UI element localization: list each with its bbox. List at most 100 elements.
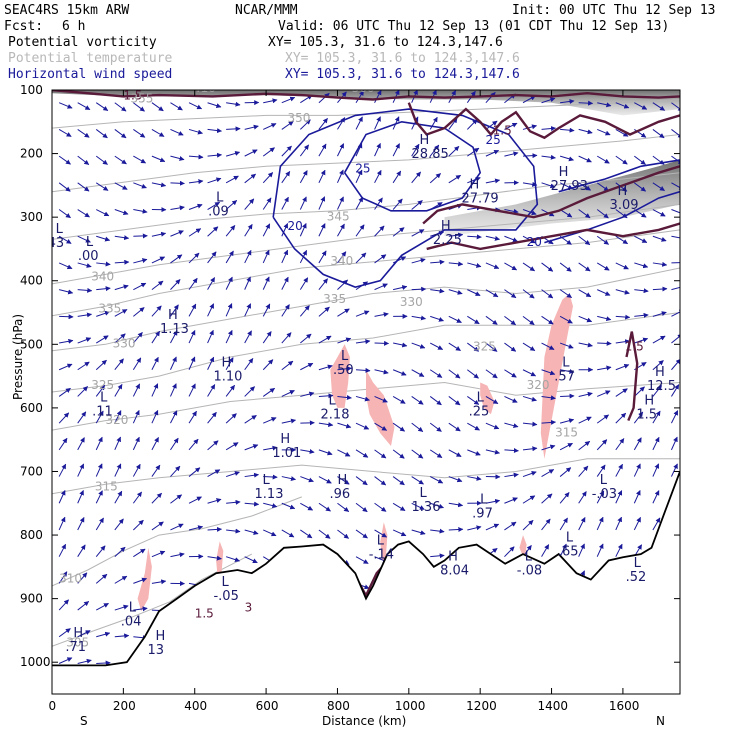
wind-arrow	[392, 143, 400, 157]
wind-arrow	[226, 528, 241, 534]
wind-arrow	[263, 474, 278, 480]
wind-arrow	[96, 602, 109, 611]
wind-arrow	[355, 395, 370, 402]
extremum-value: 1.36	[412, 500, 441, 515]
wind-arrow	[448, 117, 458, 130]
wind-arrow	[355, 252, 367, 264]
wind-arrow	[225, 556, 240, 562]
pv-contour-0	[52, 90, 680, 101]
wind-arrow	[559, 517, 568, 531]
contour-label: 20	[288, 219, 303, 233]
wind-arrow	[670, 463, 678, 477]
wind-arrow	[541, 315, 554, 325]
wind-arrow	[374, 422, 388, 431]
extremum-value: 27.93	[551, 179, 588, 194]
wind-arrow	[522, 289, 535, 299]
wind-arrow	[96, 209, 110, 217]
wind-arrow	[615, 289, 630, 295]
wind-arrow	[114, 235, 130, 241]
contour-label: 310	[59, 572, 82, 586]
wind-arrow	[262, 276, 270, 290]
wind-arrow	[633, 386, 645, 397]
valid-time: Valid: 06 UTC Thu 12 Sep 13 (01 CDT Thu …	[278, 19, 670, 34]
wind-arrow	[300, 391, 315, 397]
low-marker: L	[566, 530, 574, 545]
wind-arrow	[374, 116, 381, 130]
wind-arrow	[114, 209, 129, 215]
wind-arrow	[281, 276, 289, 290]
wind-arrow	[430, 259, 445, 265]
contour-label: 320	[527, 378, 550, 392]
wind-arrow	[430, 528, 445, 534]
wind-arrow	[225, 175, 239, 184]
wind-arrow	[225, 151, 241, 157]
wind-arrow	[58, 463, 67, 477]
wind-arrow	[504, 521, 517, 531]
wind-arrow	[300, 333, 312, 344]
wind-arrow	[522, 209, 537, 216]
wind-arrow	[77, 601, 90, 611]
wind-arrow	[596, 490, 605, 504]
wind-arrow	[522, 446, 538, 452]
wind-arrow	[262, 147, 275, 157]
wind-arrow	[170, 128, 184, 136]
wind-arrow	[114, 463, 122, 477]
wind-arrow	[207, 440, 219, 451]
wind-arrow	[95, 155, 108, 165]
wind-arrow	[96, 286, 111, 292]
wind-arrow	[225, 471, 240, 478]
wind-arrow	[615, 438, 625, 451]
wind-arrow	[318, 118, 328, 130]
theta-contour-315	[52, 458, 680, 495]
wind-arrow	[95, 384, 106, 397]
low-marker: L	[221, 575, 229, 590]
wind-arrow	[77, 182, 90, 192]
wind-arrow	[77, 287, 93, 293]
pv-fill-region-1	[366, 369, 395, 446]
wind-arrow	[58, 209, 71, 219]
wind-arrow	[355, 142, 363, 157]
wind-arrow	[244, 124, 259, 130]
wind-arrow	[207, 128, 222, 134]
wind-arrow	[485, 262, 500, 269]
wind-arrow	[188, 410, 197, 424]
wind-arrow	[448, 174, 462, 184]
wind-arrow	[96, 631, 111, 638]
contour-label: 320	[106, 413, 129, 427]
wind-arrow	[411, 369, 425, 377]
wind-arrow	[151, 305, 162, 317]
wind-arrow	[318, 364, 333, 371]
wind-arrow	[596, 262, 610, 271]
extremum-value: -.03	[592, 487, 617, 502]
contour-label: 325	[91, 378, 114, 392]
wind-arrow	[337, 449, 351, 457]
pv-contour-3	[426, 222, 680, 251]
wind-arrow	[393, 285, 408, 291]
wind-arrow	[355, 449, 369, 458]
wind-arrow	[615, 516, 622, 531]
wind-arrow	[133, 606, 148, 612]
wind-arrow	[671, 358, 680, 371]
wind-arrow	[652, 129, 665, 139]
wind-arrow	[504, 208, 519, 214]
field2-name: Potential temperature	[8, 51, 173, 66]
wind-arrow	[58, 628, 71, 638]
wind-contour-3	[558, 159, 680, 193]
wind-arrow	[541, 182, 556, 189]
extremum-value: .96	[329, 487, 350, 502]
wind-arrow	[95, 573, 108, 584]
wind-arrow	[597, 390, 611, 397]
y-tick-label: 600	[20, 401, 43, 415]
model-title: SEAC4RS 15km ARW	[4, 3, 130, 18]
wind-arrow	[504, 497, 518, 504]
theta-contour-330	[52, 267, 680, 352]
wind-arrow	[374, 449, 387, 459]
wind-arrow	[318, 169, 326, 184]
wind-arrow	[652, 360, 664, 371]
wind-arrow	[300, 362, 314, 371]
wind-arrow	[504, 262, 518, 271]
wind-arrow	[244, 330, 252, 344]
wind-arrow	[244, 529, 259, 535]
wind-vector-field	[58, 90, 680, 673]
